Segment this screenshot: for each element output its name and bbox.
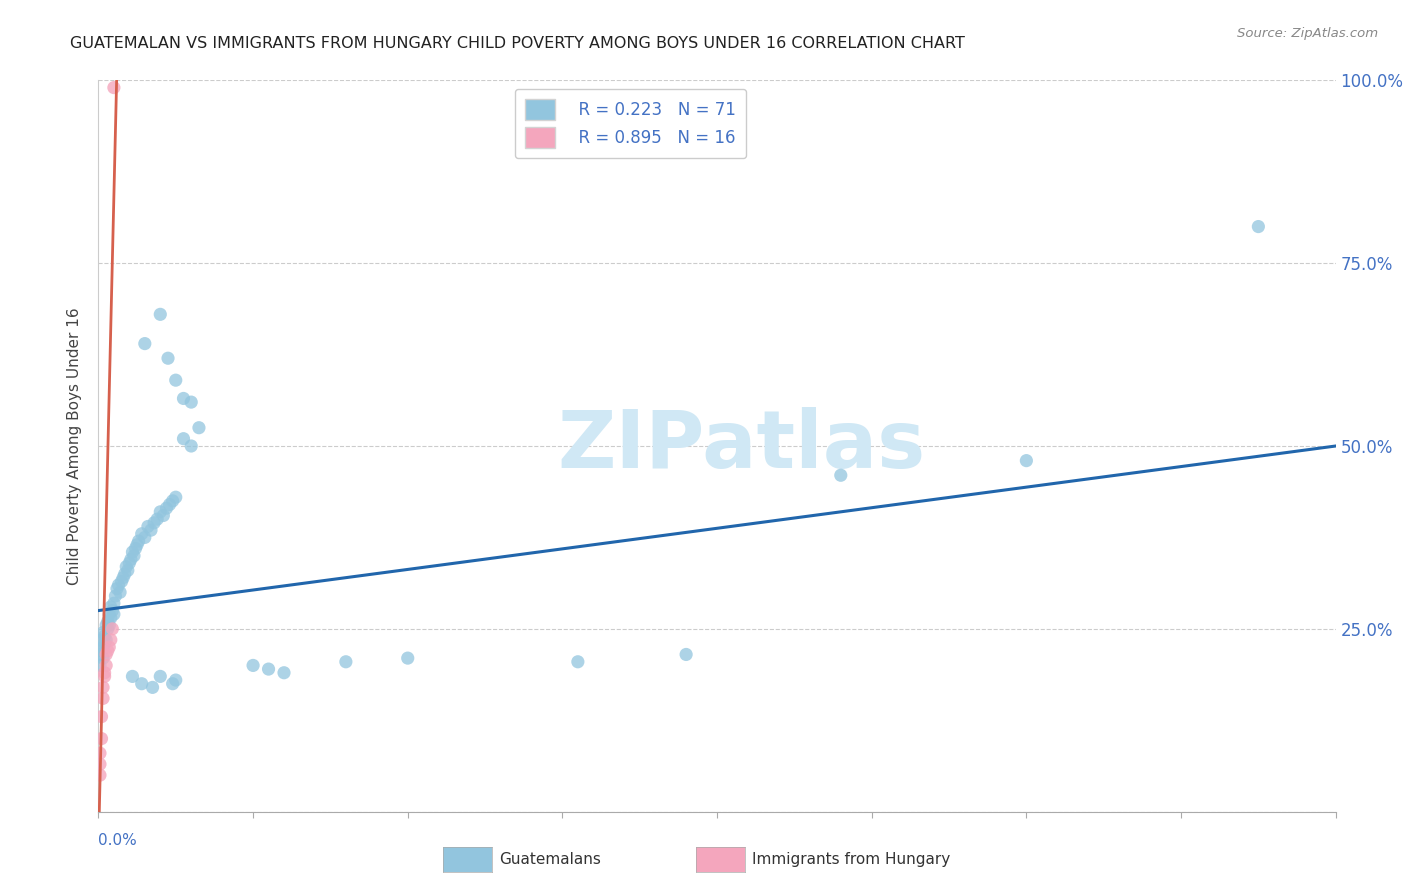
Point bbox=[89, 658, 111, 673]
Point bbox=[112, 571, 135, 585]
Text: GUATEMALAN VS IMMIGRANTS FROM HUNGARY CHILD POVERTY AMONG BOYS UNDER 16 CORRELAT: GUATEMALAN VS IMMIGRANTS FROM HUNGARY CH… bbox=[70, 36, 965, 51]
Text: 0.0%: 0.0% bbox=[98, 832, 138, 847]
Point bbox=[165, 673, 187, 687]
Point bbox=[149, 669, 172, 683]
Point bbox=[111, 574, 134, 589]
Point bbox=[100, 632, 122, 647]
Point bbox=[97, 622, 120, 636]
Point bbox=[120, 552, 142, 566]
Point bbox=[93, 665, 115, 680]
Point bbox=[188, 421, 211, 435]
Point bbox=[103, 607, 125, 622]
Point bbox=[89, 648, 111, 662]
Point bbox=[131, 676, 153, 690]
Point bbox=[118, 556, 141, 570]
Point bbox=[101, 622, 124, 636]
Point bbox=[257, 662, 280, 676]
Point bbox=[143, 516, 166, 530]
Point bbox=[273, 665, 295, 680]
Point bbox=[98, 607, 121, 622]
Point bbox=[96, 632, 118, 647]
Point bbox=[1247, 219, 1270, 234]
Point bbox=[91, 625, 114, 640]
Point bbox=[567, 655, 589, 669]
Point bbox=[115, 559, 138, 574]
Point bbox=[136, 519, 159, 533]
Point bbox=[131, 526, 153, 541]
Point bbox=[96, 658, 118, 673]
Point bbox=[173, 432, 195, 446]
Point bbox=[91, 681, 114, 695]
Point bbox=[101, 603, 124, 617]
Point bbox=[128, 534, 150, 549]
Point bbox=[157, 351, 180, 366]
Point bbox=[1015, 453, 1038, 467]
Point bbox=[121, 545, 143, 559]
Point bbox=[122, 549, 145, 563]
Point bbox=[97, 644, 120, 658]
Point bbox=[165, 373, 187, 387]
Point bbox=[103, 596, 125, 610]
Point bbox=[90, 632, 112, 647]
Text: Immigrants from Hungary: Immigrants from Hungary bbox=[752, 853, 950, 867]
Point bbox=[149, 307, 172, 321]
Point bbox=[98, 640, 121, 655]
Text: Source: ZipAtlas.com: Source: ZipAtlas.com bbox=[1237, 27, 1378, 40]
Point bbox=[91, 651, 114, 665]
Point bbox=[93, 629, 115, 643]
Point bbox=[146, 512, 169, 526]
Point bbox=[90, 731, 112, 746]
Point bbox=[103, 80, 125, 95]
Point bbox=[134, 530, 156, 544]
Point bbox=[152, 508, 174, 523]
Point bbox=[98, 618, 121, 632]
Point bbox=[96, 648, 118, 662]
Point bbox=[91, 640, 114, 655]
Point bbox=[675, 648, 697, 662]
Point bbox=[104, 589, 127, 603]
Point bbox=[124, 541, 146, 556]
Point bbox=[121, 669, 143, 683]
Point bbox=[100, 599, 122, 614]
Point bbox=[107, 578, 129, 592]
Point bbox=[89, 768, 111, 782]
Point bbox=[108, 585, 131, 599]
Point bbox=[162, 494, 184, 508]
Point bbox=[105, 582, 128, 596]
Y-axis label: Child Poverty Among Boys Under 16: Child Poverty Among Boys Under 16 bbox=[67, 307, 83, 585]
Point bbox=[90, 644, 112, 658]
Point bbox=[180, 395, 202, 409]
Point bbox=[155, 501, 177, 516]
Point bbox=[93, 636, 115, 650]
Point bbox=[97, 615, 120, 629]
Point bbox=[180, 439, 202, 453]
Point bbox=[149, 505, 172, 519]
Point bbox=[127, 538, 149, 552]
Point bbox=[114, 567, 136, 582]
Point bbox=[91, 691, 114, 706]
Point bbox=[173, 392, 195, 406]
Text: Guatemalans: Guatemalans bbox=[499, 853, 600, 867]
Text: ZIPatlas: ZIPatlas bbox=[558, 407, 927, 485]
Point bbox=[165, 490, 187, 504]
Legend:   R = 0.223   N = 71,   R = 0.895   N = 16: R = 0.223 N = 71, R = 0.895 N = 16 bbox=[515, 88, 747, 158]
Point bbox=[159, 498, 181, 512]
Point bbox=[162, 676, 184, 690]
Point bbox=[90, 709, 112, 723]
Point bbox=[242, 658, 264, 673]
Point bbox=[117, 563, 139, 577]
Point bbox=[93, 669, 115, 683]
Point bbox=[142, 681, 165, 695]
Point bbox=[134, 336, 156, 351]
Point bbox=[100, 611, 122, 625]
Point bbox=[89, 757, 111, 772]
Point bbox=[89, 746, 111, 760]
Point bbox=[96, 618, 118, 632]
Point bbox=[396, 651, 419, 665]
Point bbox=[335, 655, 357, 669]
Point bbox=[139, 523, 162, 537]
Point bbox=[830, 468, 852, 483]
